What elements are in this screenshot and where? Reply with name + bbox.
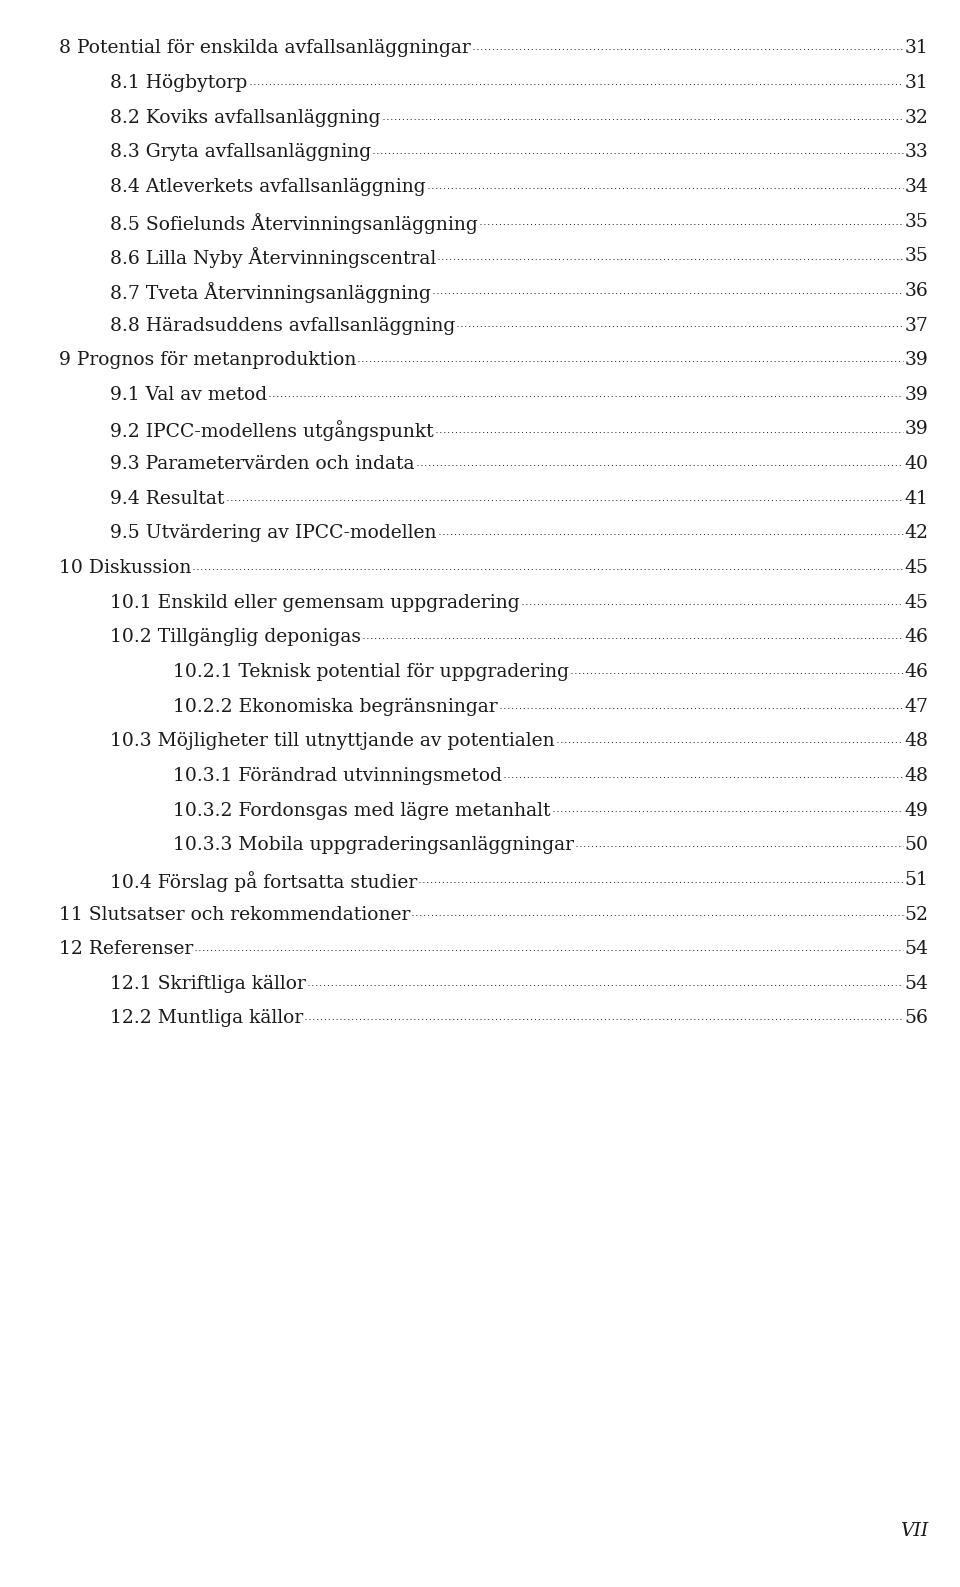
Text: 10.2 Tillgänglig deponigas: 10.2 Tillgänglig deponigas — [110, 628, 361, 646]
Text: 36: 36 — [904, 282, 928, 300]
Text: 49: 49 — [904, 801, 928, 819]
Text: 8.3 Gryta avfallsanläggning: 8.3 Gryta avfallsanläggning — [110, 143, 372, 162]
Text: 10.3.2 Fordonsgas med lägre metanhalt: 10.3.2 Fordonsgas med lägre metanhalt — [173, 801, 551, 819]
Text: 9.1 Val av metod: 9.1 Val av metod — [110, 386, 268, 403]
Text: 8.4 Atleverkets avfallsanläggning: 8.4 Atleverkets avfallsanläggning — [110, 178, 426, 195]
Text: 39: 39 — [904, 421, 928, 438]
Text: 9.3 Parametervärden och indata: 9.3 Parametervärden och indata — [110, 455, 415, 473]
Text: 8 Potential för enskilda avfallsanläggningar: 8 Potential för enskilda avfallsanläggni… — [60, 40, 470, 57]
Text: 31: 31 — [904, 75, 928, 92]
Text: VII: VII — [900, 1522, 928, 1539]
Text: 42: 42 — [904, 524, 928, 543]
Text: 41: 41 — [904, 490, 928, 508]
Text: 10 Diskussion: 10 Diskussion — [60, 559, 191, 578]
Text: 34: 34 — [904, 178, 928, 195]
Text: 51: 51 — [904, 871, 928, 889]
Text: 10.4 Förslag på fortsatta studier: 10.4 Förslag på fortsatta studier — [110, 871, 418, 892]
Text: 10.2.1 Teknisk potential för uppgradering: 10.2.1 Teknisk potential för uppgraderin… — [173, 663, 569, 681]
Text: 8.2 Koviks avfallsanläggning: 8.2 Koviks avfallsanläggning — [110, 108, 381, 127]
Text: 9.4 Resultat: 9.4 Resultat — [110, 490, 225, 508]
Text: 35: 35 — [904, 248, 928, 265]
Text: 10.3.1 Förändrad utvinningsmetod: 10.3.1 Förändrad utvinningsmetod — [173, 767, 502, 786]
Text: 54: 54 — [904, 974, 928, 993]
Text: 31: 31 — [904, 40, 928, 57]
Text: 8.8 Häradsuddens avfallsanläggning: 8.8 Häradsuddens avfallsanläggning — [110, 316, 455, 335]
Text: 12.2 Muntliga källor: 12.2 Muntliga källor — [110, 1009, 303, 1027]
Text: 45: 45 — [904, 559, 928, 578]
Text: 11 Slutsatser och rekommendationer: 11 Slutsatser och rekommendationer — [60, 906, 411, 924]
Text: 50: 50 — [904, 836, 928, 854]
Text: 40: 40 — [904, 455, 928, 473]
Text: 12 Referenser: 12 Referenser — [60, 940, 193, 959]
Text: 47: 47 — [904, 698, 928, 716]
Text: 33: 33 — [904, 143, 928, 162]
Text: 56: 56 — [904, 1009, 928, 1027]
Text: 45: 45 — [904, 594, 928, 611]
Text: 46: 46 — [904, 663, 928, 681]
Text: 12.1 Skriftliga källor: 12.1 Skriftliga källor — [110, 974, 306, 993]
Text: 9 Prognos för metanproduktion: 9 Prognos för metanproduktion — [60, 351, 356, 370]
Text: 8.7 Tveta Återvinningsanläggning: 8.7 Tveta Återvinningsanläggning — [110, 282, 431, 303]
Text: 8.1 Högbytorp: 8.1 Högbytorp — [110, 75, 248, 92]
Text: 48: 48 — [904, 732, 928, 751]
Text: 37: 37 — [904, 316, 928, 335]
Text: 52: 52 — [904, 906, 928, 924]
Text: 10.3 Möjligheter till utnyttjande av potentialen: 10.3 Möjligheter till utnyttjande av pot… — [110, 732, 555, 751]
Text: 32: 32 — [904, 108, 928, 127]
Text: 48: 48 — [904, 767, 928, 786]
Text: 39: 39 — [904, 386, 928, 403]
Text: 10.3.3 Mobila uppgraderingsanläggningar: 10.3.3 Mobila uppgraderingsanläggningar — [173, 836, 574, 854]
Text: 10.1 Enskild eller gemensam uppgradering: 10.1 Enskild eller gemensam uppgradering — [110, 594, 520, 611]
Text: 8.5 Sofielunds Återvinningsanläggning: 8.5 Sofielunds Återvinningsanläggning — [110, 213, 478, 233]
Text: 39: 39 — [904, 351, 928, 370]
Text: 35: 35 — [904, 213, 928, 230]
Text: 46: 46 — [904, 628, 928, 646]
Text: 9.2 IPCC-modellens utgångspunkt: 9.2 IPCC-modellens utgångspunkt — [110, 421, 434, 441]
Text: 54: 54 — [904, 940, 928, 959]
Text: 10.2.2 Ekonomiska begränsningar: 10.2.2 Ekonomiska begränsningar — [173, 698, 498, 716]
Text: 9.5 Utvärdering av IPCC-modellen: 9.5 Utvärdering av IPCC-modellen — [110, 524, 437, 543]
Text: 8.6 Lilla Nyby Återvinningscentral: 8.6 Lilla Nyby Återvinningscentral — [110, 248, 437, 268]
